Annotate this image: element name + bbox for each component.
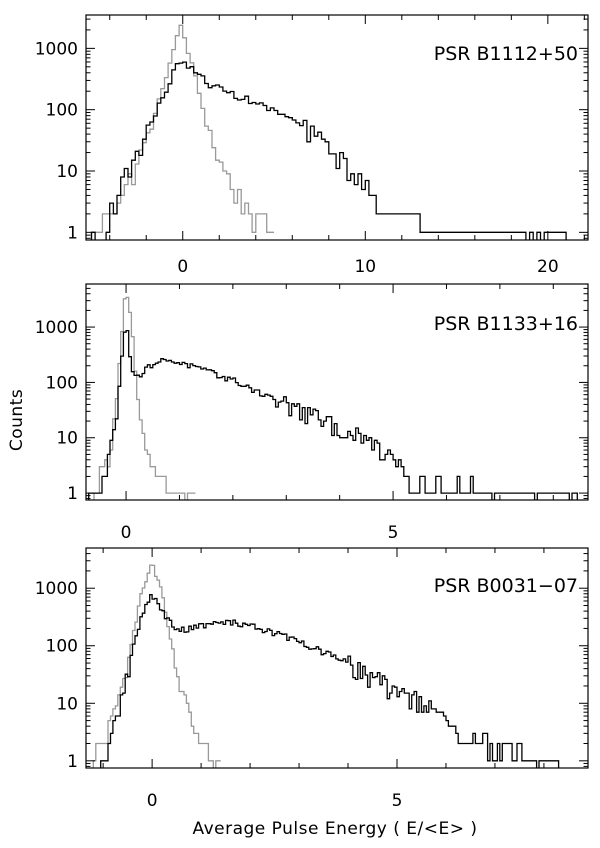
histogram-series-grey	[90, 24, 274, 240]
y-tick-label: 10	[56, 162, 78, 182]
y-tick-label: 100	[46, 373, 78, 393]
y-tick-label: 100	[46, 101, 78, 121]
histogram-series-grey	[92, 564, 221, 768]
x-axis-title: Average Pulse Energy ( E/<E> )	[192, 819, 477, 839]
panel-2: 1 10 100 1000 0 5 PSR B1133+16	[35, 283, 589, 543]
y-tick-label: 1000	[35, 579, 78, 599]
panel-1: 1 10 100 1000 0 10 20 PSR B1112+50	[35, 14, 589, 277]
panel-title: PSR B0031−07	[434, 575, 578, 597]
x-tick-label: 10	[354, 257, 376, 277]
y-tick-label: 1	[67, 484, 78, 504]
y-tick-label: 10	[56, 429, 78, 449]
histogram-series-grey	[93, 296, 196, 500]
y-tick-label: 1	[67, 752, 78, 772]
axis-frame	[85, 14, 589, 241]
histogram-series-black	[88, 329, 578, 500]
x-tick-label: 0	[121, 523, 132, 543]
x-tick-label: 20	[537, 257, 559, 277]
panel-title: PSR B1112+50	[434, 43, 578, 65]
histogram-series-black	[90, 61, 567, 240]
x-tick-label: 0	[147, 791, 158, 811]
y-axis-title: Counts	[7, 389, 27, 451]
y-tick-label: 1	[67, 223, 78, 243]
x-tick-label: 5	[388, 523, 399, 543]
y-tick-label: 1000	[35, 39, 78, 59]
panel-title: PSR B1133+16	[434, 313, 578, 335]
x-tick-label: 0	[177, 257, 188, 277]
y-tick-label: 100	[46, 637, 78, 657]
y-tick-label: 10	[56, 694, 78, 714]
histogram-series-black	[100, 594, 560, 768]
panel-3: 1 10 100 1000 0 5 PSR B0031−07	[35, 547, 589, 811]
axis-frame	[85, 283, 589, 501]
x-tick-label: 5	[392, 791, 403, 811]
axis-frame	[85, 547, 589, 769]
y-tick-label: 1000	[35, 318, 78, 338]
